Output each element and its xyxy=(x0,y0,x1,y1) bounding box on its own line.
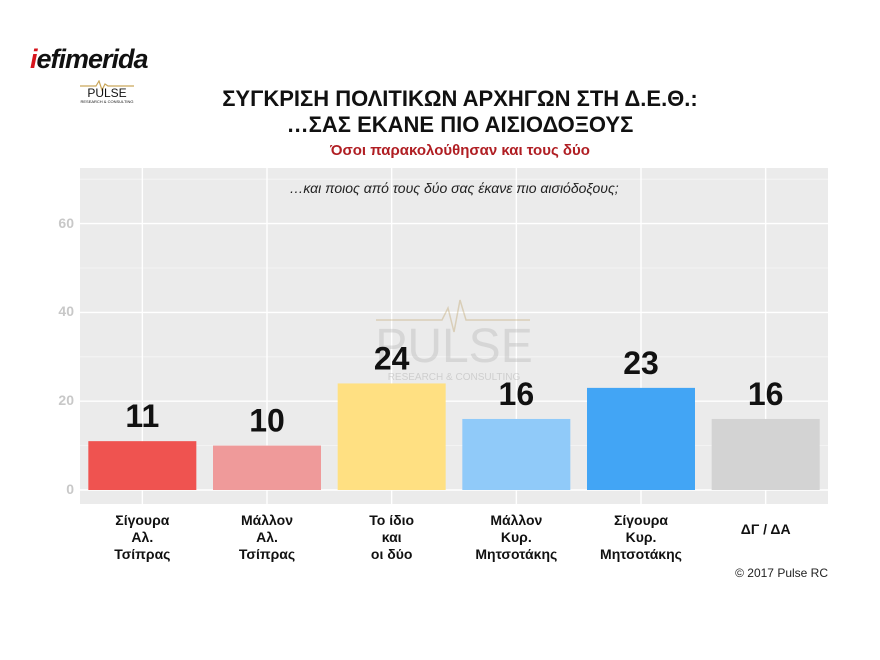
x-category-label: Μάλλον Κυρ. Μητσοτάκης xyxy=(475,512,558,562)
bar-value-label: 16 xyxy=(499,376,535,412)
svg-text:PULSE: PULSE xyxy=(375,320,532,373)
x-category-label: Σίγουρα Κυρ. Μητσοτάκης xyxy=(600,512,682,562)
y-tick-label: 0 xyxy=(66,481,74,497)
x-category-label: Σίγουρα Αλ. Τσίπρας xyxy=(114,512,171,562)
svg-text:PULSE: PULSE xyxy=(87,86,126,100)
pulse-logo: PULSE RESEARCH & CONSULTING xyxy=(80,80,134,104)
chart-title-line-2: …ΣΑΣ ΕΚΑΝΕ ΠΙΟ ΑΙΣΙΟΔΟΞΟΥΣ xyxy=(286,112,634,137)
x-category-label: ΔΓ / ΔΑ xyxy=(740,521,791,537)
bar-value-label: 16 xyxy=(748,376,784,412)
bar-value-label: 11 xyxy=(125,398,159,434)
iefimerida-logo: iefimerida xyxy=(30,44,149,74)
y-tick-label: 60 xyxy=(58,214,74,231)
y-tick-label: 20 xyxy=(58,392,74,409)
bar-value-label: 10 xyxy=(249,403,285,439)
chart-question: …και ποιος από τους δύο σας έκανε πιο αι… xyxy=(289,180,619,196)
bar xyxy=(337,383,446,490)
svg-text:RESEARCH & CONSULTING: RESEARCH & CONSULTING xyxy=(80,99,133,104)
bar xyxy=(462,418,571,490)
bar-value-label: 23 xyxy=(623,345,659,381)
svg-text:RESEARCH & CONSULTING: RESEARCH & CONSULTING xyxy=(388,372,521,383)
bar xyxy=(711,418,820,490)
chart-title-line-1: ΣΥΓΚΡΙΣΗ ΠΟΛΙΤΙΚΩΝ ΑΡΧΗΓΩΝ ΣΤΗ Δ.Ε.Θ.: xyxy=(222,86,698,111)
bar xyxy=(88,441,197,490)
bar xyxy=(213,445,321,490)
plot-area: PULSE RESEARCH & CONSULTING 11 10 24 16 23 16 xyxy=(80,168,828,504)
y-tick-label: 40 xyxy=(58,303,74,320)
bar-value-label: 24 xyxy=(374,340,410,376)
bar xyxy=(587,387,695,490)
x-category-label: Το ίδιο και οι δύο xyxy=(369,512,415,562)
copyright-credit: © 2017 Pulse RC xyxy=(735,566,828,580)
chart-subtitle: Όσοι παρακολούθησαν και τους δύο xyxy=(330,142,590,159)
x-category-label: Μάλλον Αλ. Τσίπρας xyxy=(238,512,296,562)
